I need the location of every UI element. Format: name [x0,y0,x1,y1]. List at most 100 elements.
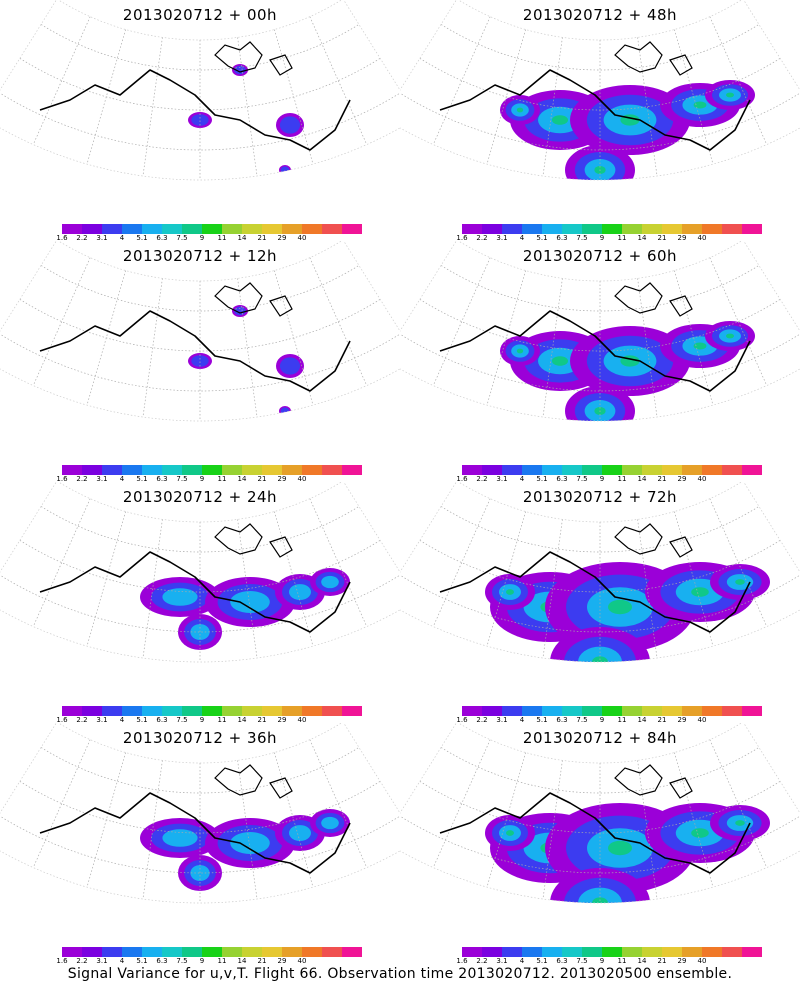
colorbar-swatch [742,465,762,475]
colorbar-tick-label: 7.5 [176,234,188,242]
colorbar-tick-label: 6.3 [556,716,568,724]
coastline [439,551,751,633]
colorbar-swatch [742,224,762,234]
colorbar-swatch [262,706,282,716]
colorbar-swatch [302,465,322,475]
graticule-parallel [40,506,360,553]
graticule-parallel [440,24,760,71]
colorbar-swatch [122,706,142,716]
colorbar-swatch [602,224,622,234]
colorbar-swatch [102,465,122,475]
variance-contour [234,306,246,316]
colorbar-swatch [222,706,242,716]
colorbar-tick-label: 11 [617,475,627,483]
colorbar-swatch [82,706,102,716]
map-border [0,0,400,181]
map-border [400,241,800,422]
graticule-parallel [419,299,781,352]
variance-contour [289,584,311,600]
colorbar-swatch [302,706,322,716]
variance-contour [726,333,734,339]
colorbar-tick-label: 4 [519,957,525,965]
colorbar-swatch [682,224,702,234]
graticule-meridian [274,511,314,647]
colorbar-swatch [122,947,142,957]
graticule-parallel [419,58,781,111]
colorbar-swatch [82,947,102,957]
colorbar-swatch [682,465,702,475]
colorbar-swatch [222,224,242,234]
colorbar-swatch [322,465,342,475]
graticule-meridian [542,278,563,418]
colorbar-tick-label: 1.6 [456,957,468,965]
graticule-parallel [19,540,381,593]
colorbar-swatch [222,947,242,957]
colorbar-swatch [682,706,702,716]
colorbar-swatch [162,947,182,957]
graticule-parallel [40,747,360,794]
graticule-meridian [542,519,563,659]
colorbar-swatch [702,465,722,475]
colorbar-swatch [502,947,522,957]
colorbar-swatch [242,706,262,716]
colorbar-labels: 1.6 2.2 3.1 4 5.1 6.3 7.5 9 11 14 21 29 40 [56,234,362,244]
colorbar-tick-label: 9 [599,716,605,724]
graticule-meridian [637,760,658,900]
graticule-meridian [432,498,491,627]
colorbar-tick-label: 21 [257,234,267,242]
graticule-meridian [709,498,768,627]
colorbar [62,947,362,957]
colorbar-swatch [622,947,642,957]
colorbar-tick-label: 5.1 [536,475,548,483]
colorbar-swatch [502,224,522,234]
colorbar-tick-label: 7.5 [176,716,188,724]
colorbar-tick-label: 6.3 [156,716,168,724]
colorbar-tick-label: 5.1 [136,716,148,724]
colorbar-swatch [562,706,582,716]
colorbar-labels: 1.6 2.2 3.1 4 5.1 6.3 7.5 9 11 14 21 29 40 [56,957,362,967]
variance-contour [691,828,709,838]
colorbar [462,706,762,716]
colorbar-tick-label: 6.3 [156,475,168,483]
colorbar-swatch [582,706,602,716]
colorbar-tick-label: 1.6 [456,234,468,242]
colorbar-swatch [222,465,242,475]
variance-contour [280,407,290,415]
colorbar-tick-label: 11 [217,957,227,965]
arctic-islands [214,41,293,76]
figure-caption: Signal Variance for u,v,T. Flight 66. Ob… [67,966,733,982]
colorbar-tick-label: 14 [237,716,247,724]
arctic-islands [214,282,293,317]
colorbar-swatch [62,224,82,234]
colorbar-swatch [722,706,742,716]
colorbar-swatch [482,706,502,716]
colorbar-swatch [102,947,122,957]
graticule-meridian [637,278,658,418]
colorbar-tick-label: 21 [657,475,667,483]
colorbar-tick-label: 29 [677,716,687,724]
colorbar-swatch [582,465,602,475]
colorbar-tick-label: 29 [277,716,287,724]
colorbar-swatch [262,224,282,234]
map-panel: 2013020712 + 84h 1.6 2.2 3.1 4 5.1 6.3 7.5 9 11 14… [400,723,800,965]
colorbar-tick-label: 21 [657,957,667,965]
variance-contour [234,65,246,75]
graticule-parallel [440,747,760,794]
colorbar-tick-label: 40 [297,716,307,724]
colorbar-tick-label: 40 [297,957,307,965]
panel-title: 2013020712 + 84h [522,729,678,747]
colorbar-swatch [562,224,582,234]
colorbar-swatch [282,706,302,716]
colorbar-swatch [542,465,562,475]
colorbar-swatch [62,947,82,957]
polar-map [0,241,400,422]
colorbar-swatch [522,224,542,234]
colorbar-tick-label: 40 [297,234,307,242]
colorbar-swatch [542,224,562,234]
panel-title: 2013020712 + 48h [522,6,678,24]
colorbar-swatch [282,224,302,234]
graticule-meridian [142,278,163,418]
graticule-meridian [86,29,126,165]
variance-contour [578,646,622,662]
arctic-islands [614,282,693,317]
